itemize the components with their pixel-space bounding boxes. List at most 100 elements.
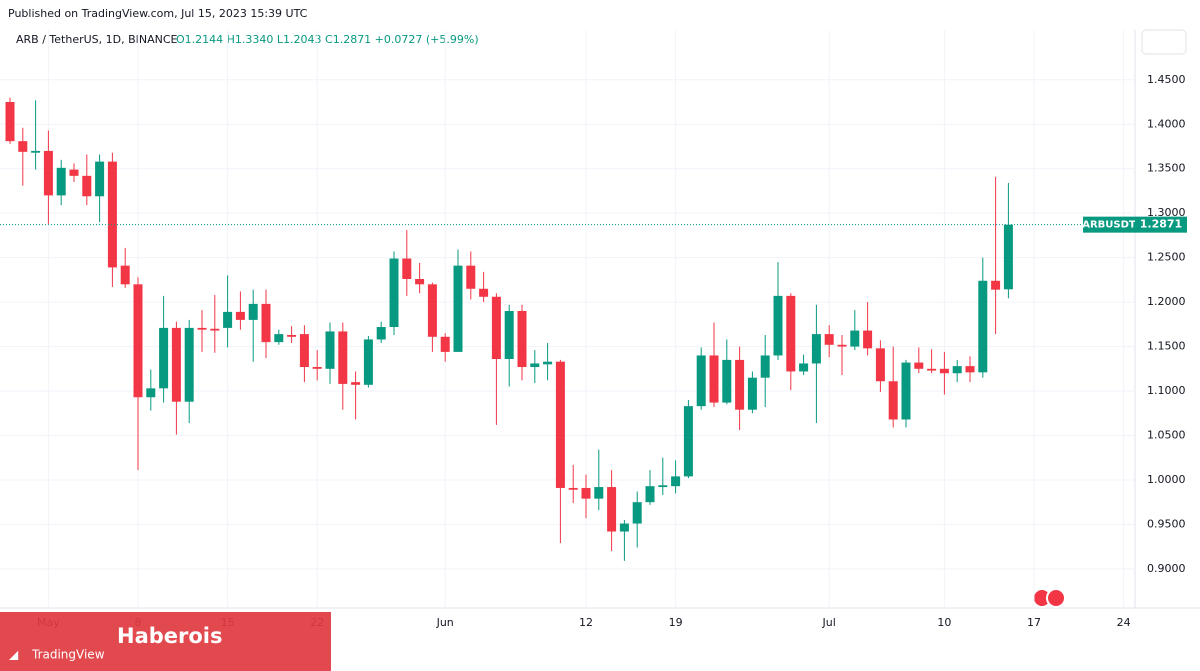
last-price-badge [1083,216,1135,233]
candle [773,262,783,360]
toolbar-button[interactable] [1141,29,1187,55]
candle [901,359,911,428]
candle-body [95,161,105,197]
candle-body [235,311,245,320]
candle [747,371,757,414]
candle-body [952,366,962,374]
published-note: Published on TradingView.com, Jul 15, 20… [8,7,308,20]
candle-body [466,265,476,289]
candle [159,295,169,403]
candle [696,347,706,410]
candle [107,152,117,287]
candle-body [901,362,911,420]
candle-body [184,327,194,402]
candle-body [543,361,553,365]
candle [43,130,53,224]
candle [415,262,425,294]
candle-body [440,336,450,352]
candle [952,359,962,383]
candle [440,333,450,362]
candle-body [696,355,706,407]
candle-body [287,335,297,337]
candle [978,257,988,378]
candle [735,346,745,431]
y-tick-label: 1.0500 [1147,428,1186,441]
candle-body [415,278,425,285]
candle [799,354,809,376]
candle [466,251,476,300]
candle-body [888,381,898,420]
x-tick-label: 10 [937,616,951,629]
candle-body [504,310,514,360]
x-tick-label: Jul [822,616,836,629]
candle [786,293,796,391]
candle-body [517,310,527,368]
candle-body [965,366,975,373]
candle [248,289,258,362]
candle [223,275,233,348]
candle-body [363,339,373,385]
candle [517,304,527,381]
candle-body [248,303,258,320]
candle [171,321,181,435]
candle [594,449,604,511]
candle-body [978,280,988,373]
symbol-title: ARB / TetherUS, 1D, BINANCE [16,33,178,46]
candle [850,310,860,351]
watermark-logo: ◢ [9,648,19,662]
candle-body [811,334,821,364]
brand-name: Haberois [117,624,223,648]
candle [338,322,348,410]
candle-body [43,150,53,196]
candle-body [914,362,924,369]
candle [927,349,937,374]
last-price-label: 1.2871 [1140,218,1182,231]
y-tick-label: 1.3500 [1147,162,1186,175]
candle [427,282,437,352]
candle [645,470,655,505]
candle-body [133,284,143,398]
grid [0,30,1135,608]
candle-body [735,359,745,410]
last-price-tag [1135,216,1187,233]
candle-body [5,102,15,142]
candle-body [69,169,79,176]
y-tick-label: 1.1000 [1147,384,1186,397]
x-tick-label: Jun [436,616,454,629]
candle [479,271,489,303]
candle-body [658,485,668,488]
candle-body [786,295,796,372]
candle-body [56,167,66,196]
candle [991,176,1001,335]
candle-body [18,141,28,152]
candle [632,491,642,548]
candle [1003,182,1013,299]
candle [709,322,719,408]
candle-body [491,296,501,360]
candle-body [120,265,130,285]
candle-body [671,476,681,487]
y-tick-label: 1.2500 [1147,251,1186,264]
candle [875,340,885,392]
candle-body [607,487,617,532]
x-tick-label: 12 [579,616,593,629]
candle [389,251,399,336]
candle [120,247,130,288]
candle [210,294,220,353]
candle [607,470,617,552]
y-tick-label: 1.4500 [1147,73,1186,86]
candle [312,350,322,381]
candle-body [850,330,860,347]
candle-body [709,355,719,403]
candle [18,127,28,186]
candle-body [376,327,386,340]
candle-body [338,331,348,384]
candle [811,304,821,424]
candle-body [82,175,92,197]
candle [69,163,79,183]
x-tick-label: 19 [669,616,683,629]
candle [261,289,271,359]
candle-body [555,361,565,488]
candle-body [325,331,335,369]
